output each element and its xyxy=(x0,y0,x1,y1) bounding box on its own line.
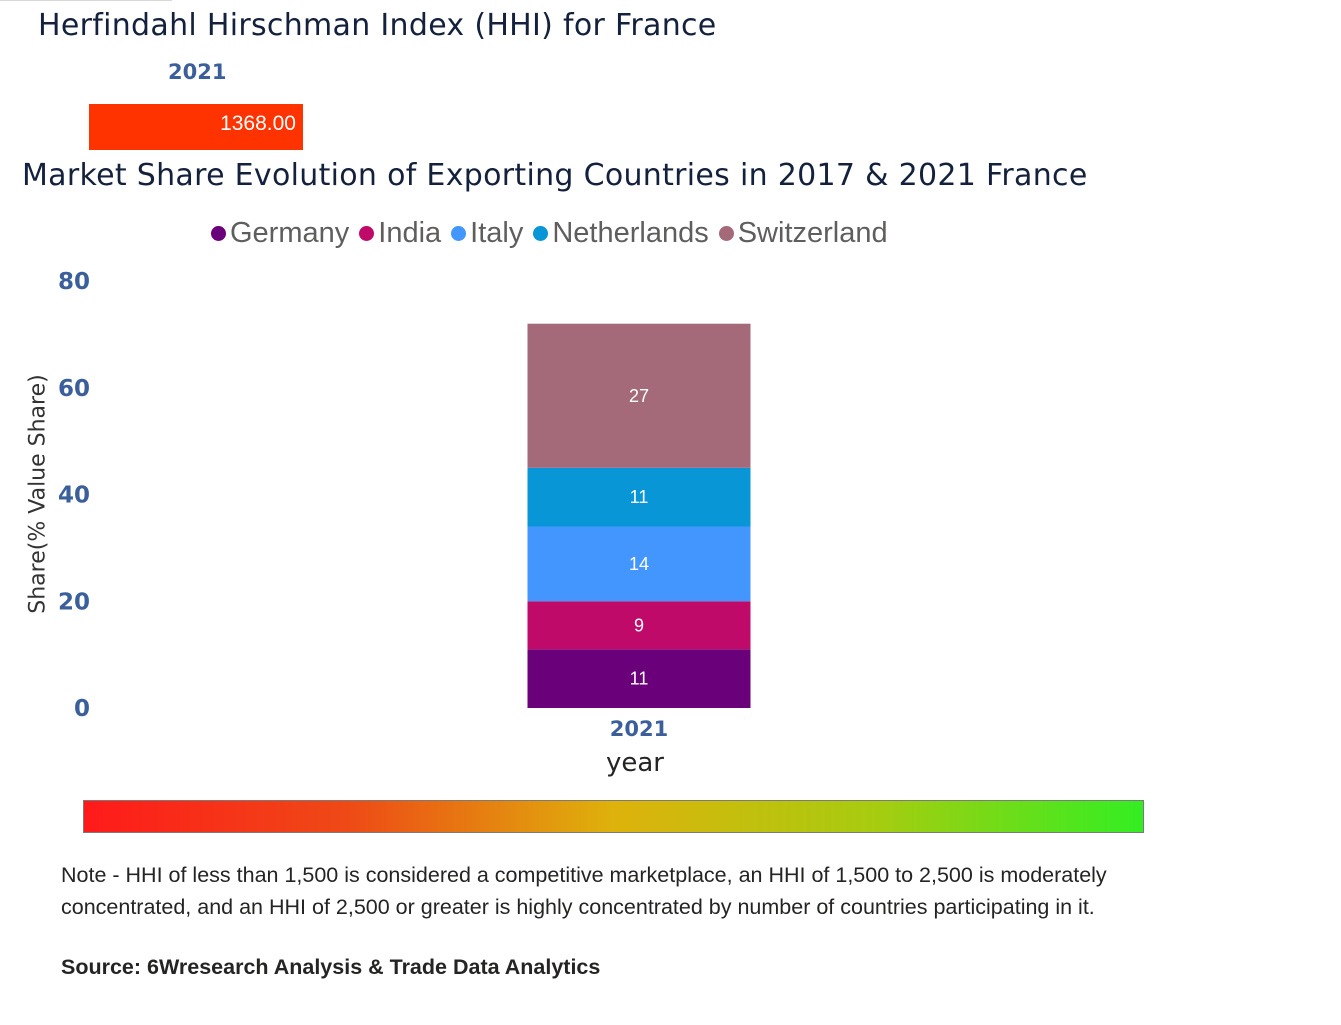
y-tick-label: 80 xyxy=(58,269,90,295)
y-tick-label: 20 xyxy=(58,589,90,615)
legend-item-india[interactable]: India xyxy=(359,217,441,250)
legend-label-india: India xyxy=(378,217,442,249)
hhi-year-label: 2021 xyxy=(168,60,227,84)
source-text: Source: 6Wresearch Analysis & Trade Data… xyxy=(61,955,601,979)
legend-dot-switzerland xyxy=(718,226,734,241)
data-label-germany: 11 xyxy=(630,669,649,689)
chart-title: Market Share Evolution of Exporting Coun… xyxy=(22,158,1088,193)
stacked-bar-chart: 0 20 40 60 80 11 9 14 11 27 2021 xyxy=(58,269,751,741)
data-label-italy: 14 xyxy=(629,554,649,574)
legend-dot-netherlands xyxy=(533,226,549,241)
legend-dot-germany xyxy=(211,226,226,241)
bar-segment-germany xyxy=(527,649,751,708)
legend-item-germany[interactable]: Germany xyxy=(211,217,349,250)
hhi-color-scale xyxy=(83,800,1144,833)
bar-segment-italy xyxy=(527,526,751,602)
legend-dot-italy xyxy=(451,226,467,241)
chart-legend: Germany India Italy Netherlands Switzerl… xyxy=(211,217,898,250)
legend-item-switzerland[interactable]: Switzerland xyxy=(718,217,888,250)
legend-label-germany: Germany xyxy=(230,217,350,249)
y-tick-label: 60 xyxy=(58,376,90,402)
legend-item-netherlands[interactable]: Netherlands xyxy=(533,217,709,250)
legend-item-italy[interactable]: Italy xyxy=(451,217,523,250)
top-divider xyxy=(0,0,172,1)
legend-label-switzerland: Switzerland xyxy=(737,217,888,249)
bar-segment-netherlands xyxy=(527,467,751,527)
bar-segment-india xyxy=(527,601,751,650)
legend-dot-india xyxy=(359,226,375,241)
hhi-value-label: 1368.00 xyxy=(220,112,296,135)
data-label-switzerland: 27 xyxy=(629,386,649,406)
hhi-value-bar: 1368.00 xyxy=(89,104,303,150)
x-axis-title: year xyxy=(605,748,665,778)
data-label-netherlands: 11 xyxy=(630,487,649,507)
hhi-title: Herfindahl Hirschman Index (HHI) for Fra… xyxy=(38,8,717,43)
y-tick-label: 0 xyxy=(74,696,90,722)
bar-segment-switzerland xyxy=(527,323,751,468)
legend-label-italy: Italy xyxy=(470,217,524,249)
data-label-india: 9 xyxy=(634,615,644,635)
x-tick-label: 2021 xyxy=(610,717,668,741)
legend-label-netherlands: Netherlands xyxy=(552,217,709,249)
note-text: Note - HHI of less than 1,500 is conside… xyxy=(61,863,1107,919)
y-tick-label: 40 xyxy=(58,483,90,509)
